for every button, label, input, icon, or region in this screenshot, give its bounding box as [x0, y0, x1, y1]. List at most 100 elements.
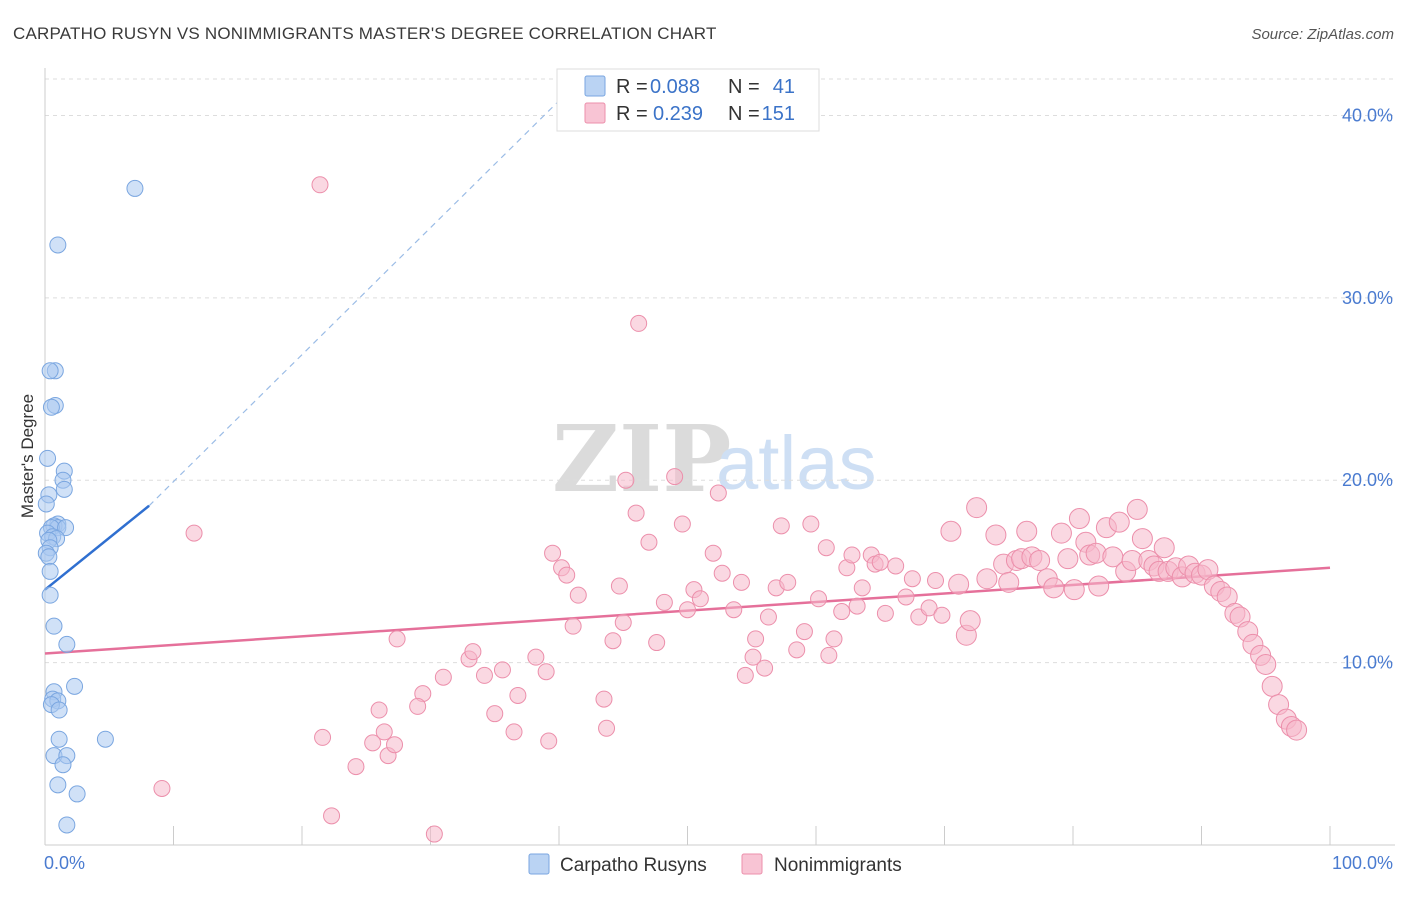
nonimmigrants-point	[655, 593, 673, 611]
nonimmigrants-point	[1126, 498, 1148, 520]
nonimmigrants-point	[153, 779, 171, 797]
carpatho-rusyns-point	[40, 548, 58, 566]
bottom-legend-swatch-blue	[528, 853, 550, 875]
nonimmigrants-point	[505, 723, 523, 741]
nonimmigrants-point	[744, 648, 762, 666]
nonimmigrants-point	[998, 571, 1020, 593]
nonimmigrants-point	[627, 504, 645, 522]
legend-r-value-1: 0.088	[650, 76, 700, 98]
watermark-zip: ZIP	[552, 405, 731, 513]
watermark-atlas: atlas	[716, 421, 877, 506]
legend-r-label-2: R =	[616, 103, 648, 125]
bottom-legend-swatch-pink	[741, 853, 763, 875]
nonimmigrants-point	[598, 719, 616, 737]
chart-source: Source: ZipAtlas.com	[1251, 26, 1394, 43]
nonimmigrants-point	[617, 471, 635, 489]
carpatho-rusyns-point	[58, 816, 76, 834]
legend-swatch-pink	[584, 102, 606, 124]
carpatho-rusyns-point	[96, 730, 114, 748]
bottom-legend: Carpatho Rusyns Nonimmigrants	[528, 853, 902, 876]
x-tick-labels: 0.0% 100.0%	[44, 853, 1393, 873]
trend-line-carpatho-rusyns-extension	[148, 74, 586, 507]
nonimmigrants-point	[311, 176, 329, 194]
nonimmigrants-point	[985, 524, 1007, 546]
legend-r-value-2: 0.239	[653, 103, 703, 125]
nonimmigrants-point	[569, 586, 587, 604]
nonimmigrants-point	[527, 648, 545, 666]
carpatho-rusyns-point	[126, 179, 144, 197]
nonimmigrants-point	[185, 524, 203, 542]
nonimmigrants-point	[691, 590, 709, 608]
x-tick-label-0: 0.0%	[44, 853, 85, 873]
nonimmigrants-point	[544, 544, 562, 562]
nonimmigrants-point	[493, 661, 511, 679]
carpatho-rusyns-point	[66, 677, 84, 695]
carpatho-rusyns-point	[50, 701, 68, 719]
nonimmigrants-point	[848, 597, 866, 615]
nonimmigrants-point	[820, 646, 838, 664]
nonimmigrants-point	[640, 533, 658, 551]
nonimmigrants-point	[779, 573, 797, 591]
legend-n-label-2: N =	[728, 103, 760, 125]
nonimmigrants-point	[370, 701, 388, 719]
nonimmigrants-point	[817, 539, 835, 557]
carpatho-rusyns-points	[37, 179, 144, 834]
carpatho-rusyns-point	[49, 236, 67, 254]
nonimmigrants-point	[558, 566, 576, 584]
y-tick-label-2: 30.0%	[1342, 288, 1393, 308]
nonimmigrants-point	[673, 515, 691, 533]
nonimmigrants-point	[604, 632, 622, 650]
nonimmigrants-point	[825, 630, 843, 648]
nonimmigrants-point	[876, 604, 894, 622]
nonimmigrants-point	[843, 546, 861, 564]
carpatho-rusyns-point	[41, 562, 59, 580]
bottom-legend-label-nonimmigrants: Nonimmigrants	[774, 855, 902, 876]
nonimmigrants-point	[976, 568, 998, 590]
nonimmigrants-point	[630, 314, 648, 332]
x-tick-label-1: 100.0%	[1332, 853, 1393, 873]
nonimmigrants-point	[434, 668, 452, 686]
carpatho-rusyns-point	[45, 617, 63, 635]
nonimmigrants-point	[1255, 653, 1277, 675]
nonimmigrants-point	[1286, 719, 1308, 741]
legend-n-value-2: 151	[762, 103, 795, 125]
carpatho-rusyns-point	[54, 756, 72, 774]
nonimmigrants-point	[853, 579, 871, 597]
nonimmigrants-point	[788, 641, 806, 659]
y-tick-label-3: 40.0%	[1342, 105, 1393, 125]
nonimmigrants-point	[1108, 511, 1130, 533]
nonimmigrants-point	[1057, 548, 1079, 570]
watermark: ZIP atlas	[552, 405, 877, 513]
nonimmigrants-point	[1016, 520, 1038, 542]
nonimmigrants-point	[709, 484, 727, 502]
nonimmigrants-point	[756, 659, 774, 677]
nonimmigrants-point	[1068, 508, 1090, 530]
nonimmigrants-point	[323, 807, 341, 825]
legend-n-label-1: N =	[728, 76, 760, 98]
nonimmigrants-point	[409, 697, 427, 715]
nonimmigrants-point	[595, 690, 613, 708]
nonimmigrants-point	[713, 564, 731, 582]
nonimmigrants-point	[887, 557, 905, 575]
nonimmigrants-point	[736, 666, 754, 684]
carpatho-rusyns-point	[41, 586, 59, 604]
y-tick-labels: 10.0% 20.0% 30.0% 40.0%	[1342, 105, 1393, 672]
nonimmigrants-point	[810, 590, 828, 608]
legend-r-label-1: R =	[616, 76, 648, 98]
nonimmigrants-point	[364, 734, 382, 752]
nonimmigrants-point	[1063, 579, 1085, 601]
nonimmigrants-point	[933, 606, 951, 624]
nonimmigrants-point	[747, 630, 765, 648]
carpatho-rusyns-point	[39, 449, 57, 467]
nonimmigrants-point	[897, 588, 915, 606]
nonimmigrants-point	[509, 686, 527, 704]
nonimmigrants-point	[903, 570, 921, 588]
carpatho-rusyns-point	[49, 776, 67, 794]
nonimmigrants-point	[802, 515, 820, 533]
nonimmigrants-point	[1050, 522, 1072, 544]
nonimmigrants-point	[537, 663, 555, 681]
nonimmigrants-points	[153, 176, 1308, 843]
nonimmigrants-point	[772, 517, 790, 535]
nonimmigrants-point	[486, 705, 504, 723]
